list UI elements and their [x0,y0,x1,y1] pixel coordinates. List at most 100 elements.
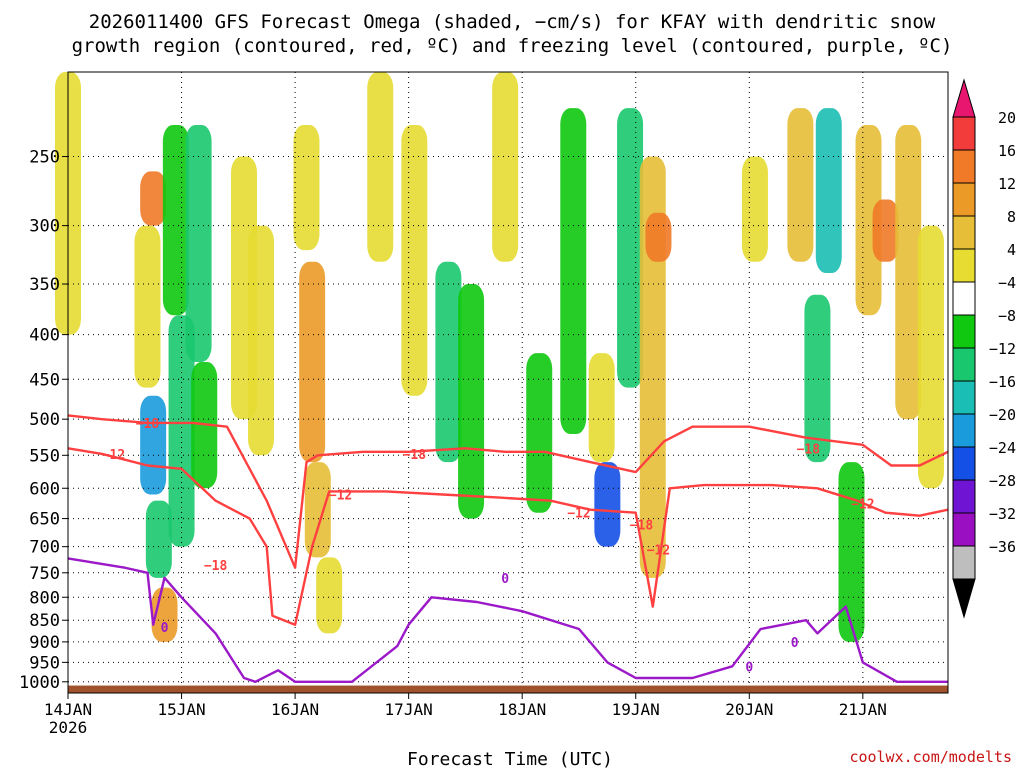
omega-cell [741,156,768,262]
omega-cell [560,108,587,435]
colorbar-label: −20 [989,406,1016,424]
y-tick-label: 600 [29,479,60,499]
contour-label: −12 [851,498,874,513]
contour-label: 0 [791,636,799,651]
x-axis-title: Forecast Time (UTC) [407,749,613,768]
contour-label: −12 [567,507,590,522]
x-tick-label: 21JAN [839,700,887,719]
y-tick-label: 850 [29,611,60,631]
colorbar-label: −28 [989,472,1016,490]
y-tick-label: 250 [29,148,60,168]
omega-cell [895,124,922,420]
omega-cell [140,395,167,495]
colorbar-top-arrow [952,78,976,118]
y-axis: 250 300 350 400 450 500 550 600 650 700 750 800 850 9… [19,148,68,693]
contour-label: −18 [136,417,160,432]
omega-cell [168,315,195,547]
y-tick-label: 1000 [19,673,60,693]
contour-line [67,414,949,569]
contour-label: −18 [204,559,228,574]
contour-line [67,447,949,626]
colorbar-swatch [952,248,976,283]
colorbar-label: 12 [998,175,1016,193]
omega-cell [401,124,428,396]
colorbar-label: −12 [989,340,1016,358]
omega-cell [304,462,331,558]
x-tick-label: 17JAN [385,700,433,719]
omega-cell [248,225,275,456]
omega-cell [787,108,814,262]
omega-cell [617,108,644,388]
colorbar-label: −4 [998,274,1016,292]
y-tick-label: 550 [29,446,60,466]
x-tick-label: 20JAN [725,700,773,719]
omega-cell [134,225,161,388]
omega-cell [645,212,672,262]
colorbar-swatch [952,215,976,250]
omega-cell [458,284,485,519]
x-tick-label: 14JAN [44,700,92,719]
chart-title-line1: 2026011400 GFS Forecast Omega (shaded, −… [89,11,936,33]
colorbar-swatch [952,314,976,349]
colorbar-label: −24 [989,439,1016,457]
colorbar: 20 16 12 8 4 −4 −8 −12 −16 −20 −24 −28 −32 −36 [952,78,1016,619]
colorbar-swatch [952,446,976,481]
colorbar-swatch [952,512,976,547]
chart-title-line2: growth region (contoured, red, ºC) and f… [72,35,953,57]
contour-label: −18 [797,442,821,457]
contour-label: −12 [647,543,670,558]
contour-line [67,557,948,683]
omega-cell [917,225,944,489]
y-tick-label: 800 [29,588,60,608]
omega-cell [185,124,212,363]
omega-cell [145,500,172,578]
colorbar-swatch [952,116,976,151]
contour-label: 0 [745,660,753,675]
x-tick-sublabel: 2026 [49,718,88,737]
omega-cell [299,261,326,463]
contour-labels: −18 −18 −18 −18 −18 −12 −12 −12 −12 −12 0 0 0 0 [102,417,875,675]
contour-label: 0 [501,572,509,587]
plot-frame [67,71,949,694]
omega-cell [804,294,831,463]
colorbar-label: −32 [989,505,1016,523]
y-tick-label: 350 [29,275,60,295]
x-tick-label: 16JAN [271,700,319,719]
colorbar-swatch [952,281,976,316]
y-tick-label: 650 [29,510,60,530]
contour-label: −18 [630,518,654,533]
colorbar-label: 20 [998,109,1016,127]
colorbar-label: −8 [998,307,1016,325]
omega-cell [588,353,615,463]
y-tick-label: 300 [29,217,60,237]
contour-label: 0 [161,621,169,636]
y-tick-label: 750 [29,564,60,584]
omega-shading [55,72,944,642]
y-tick-label: 700 [29,538,60,558]
omega-cell [140,171,167,226]
colorbar-bottom-arrow [952,578,976,619]
y-tick-label: 500 [29,410,60,430]
omega-cell [492,72,519,262]
omega-cell [526,353,553,513]
y-tick-label: 450 [29,370,60,390]
omega-cell [639,156,666,578]
y-tick-label: 400 [29,326,60,346]
colorbar-label: 4 [1007,241,1016,259]
plot-area: −18 −18 −18 −18 −18 −12 −12 −12 −12 −12 0 0 0 0 [55,71,949,694]
credit-link[interactable]: coolwx.com/modelts [849,748,1012,766]
contour-label: −18 [403,448,427,463]
colorbar-swatch [952,347,976,382]
omega-cell [815,108,842,274]
x-tick-label: 19JAN [612,700,660,719]
colorbar-swatch [952,545,976,580]
y-tick-label: 950 [29,653,60,673]
contour-label: −12 [329,489,352,504]
omega-cell [162,124,189,316]
colorbar-swatch [952,149,976,184]
temperature-contours [67,414,949,683]
colorbar-label: −36 [989,538,1016,556]
omega-cell [435,261,462,463]
